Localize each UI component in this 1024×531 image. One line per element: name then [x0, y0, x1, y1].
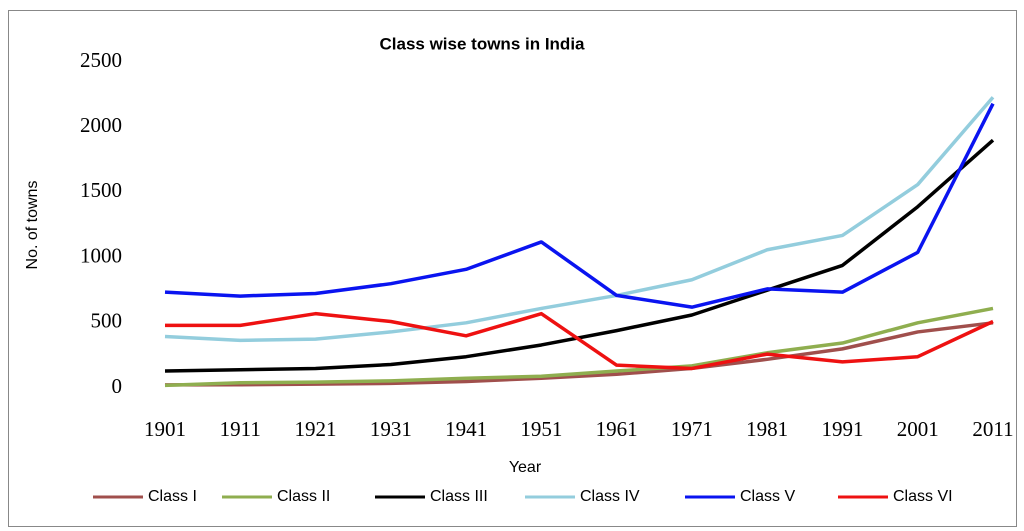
- x-tick-label: 2001: [897, 417, 939, 441]
- y-tick-label: 2500: [80, 48, 122, 72]
- legend-label: Class III: [430, 488, 488, 505]
- x-tick-label: 1981: [746, 417, 788, 441]
- series-line: [165, 311, 994, 371]
- x-tick-label: 1961: [596, 417, 638, 441]
- x-tick-label: 1931: [370, 417, 412, 441]
- legend-label: Class V: [740, 488, 795, 505]
- chart-title: Class wise towns in India: [380, 34, 586, 53]
- x-tick-label: 1951: [520, 417, 562, 441]
- x-tick-label: 1901: [144, 417, 186, 441]
- legend-label: Class IV: [580, 488, 640, 505]
- x-tick-label: 1921: [295, 417, 337, 441]
- series-line: [164, 102, 995, 309]
- x-tick-label: 1911: [220, 417, 261, 441]
- x-tick-label: 1971: [671, 417, 713, 441]
- x-axis-label: Year: [509, 459, 542, 476]
- chart-border: [8, 10, 1017, 527]
- y-tick-label: 2000: [80, 113, 122, 137]
- y-tick-label: 1000: [80, 243, 122, 267]
- legend-label: Class VI: [893, 488, 953, 505]
- legend-label: Class II: [277, 488, 330, 505]
- y-tick-label: 500: [91, 309, 123, 333]
- series-line: [164, 96, 995, 343]
- x-tick-label: 1941: [445, 417, 487, 441]
- y-axis-label: No. of towns: [24, 181, 41, 270]
- y-tick-label: 0: [112, 374, 123, 398]
- x-tick-label: 1991: [821, 417, 863, 441]
- series-line: [164, 321, 994, 387]
- series-line: [164, 306, 994, 388]
- x-tick-label: 2011: [972, 417, 1013, 441]
- legend-label: Class I: [148, 488, 197, 505]
- y-tick-label: 1500: [80, 178, 122, 202]
